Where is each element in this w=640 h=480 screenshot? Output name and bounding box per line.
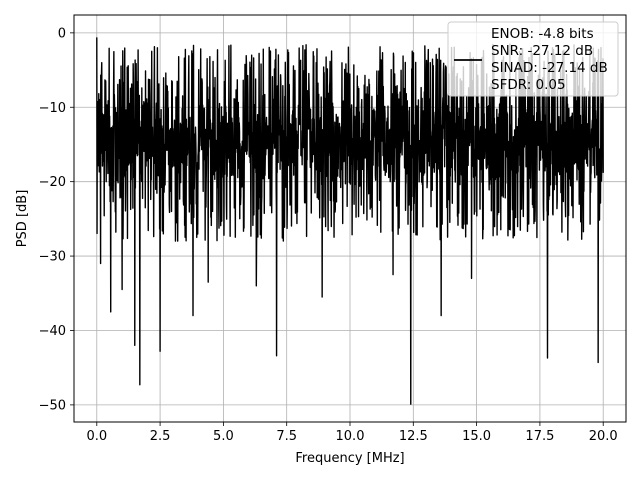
x-tick-label: 12.5 [399, 429, 428, 444]
y-axis: 0 −10 −20 −30 −40 −50 [39, 26, 74, 413]
y-axis-label: PSD [dB] [15, 190, 30, 248]
legend-label-line: SNR: -27.12 dB [491, 43, 593, 59]
x-tick-label: 5.0 [213, 429, 234, 444]
x-tick-label: 10.0 [336, 429, 365, 444]
x-tick-label: 20.0 [589, 429, 618, 444]
y-tick-label: −10 [39, 101, 66, 116]
x-tick-label: 17.5 [525, 429, 554, 444]
legend-box [447, 21, 619, 97]
y-tick-label: 0 [58, 26, 66, 41]
y-tick-label: −20 [39, 175, 66, 190]
legend-label-line: SINAD: -27.14 dB [491, 60, 608, 76]
x-axis: 0.0 2.5 5.0 7.5 10.0 12.5 15.0 17.5 20.0 [86, 422, 618, 444]
legend-label-line: SFDR: 0.05 [491, 77, 566, 93]
x-tick-label: 7.5 [276, 429, 297, 444]
legend-label-line: ENOB: -4.8 bits [491, 26, 594, 42]
y-tick-label: −40 [39, 324, 66, 339]
plot-series [96, 37, 604, 405]
x-tick-label: 15.0 [462, 429, 491, 444]
psd-series-line [96, 37, 604, 405]
y-tick-label: −50 [39, 398, 66, 413]
x-tick-label: 2.5 [150, 429, 171, 444]
x-axis-label: Frequency [MHz] [295, 451, 404, 466]
x-tick-label: 0.0 [86, 429, 107, 444]
y-tick-label: −30 [39, 250, 66, 265]
